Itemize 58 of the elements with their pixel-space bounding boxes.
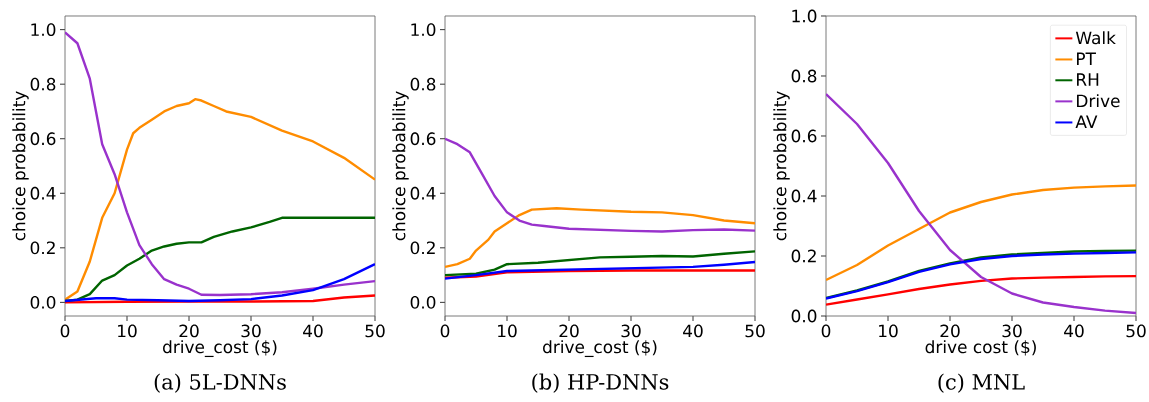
x-tick-label: 30 xyxy=(1002,324,1022,338)
y-tick-label: 0.8 xyxy=(30,77,56,91)
y-tick-label: 0.8 xyxy=(410,77,436,91)
text: (a) 5L-DNNs xyxy=(154,373,286,393)
x-tick-label: 40 xyxy=(1064,324,1084,338)
y-tick-label: 0.6 xyxy=(791,129,817,143)
x-tick-label: 0 xyxy=(440,324,450,338)
x-tick-label: 40 xyxy=(303,324,323,338)
y-tick-label: 1.0 xyxy=(792,9,817,23)
y-tick-label: 0.0 xyxy=(791,309,817,323)
y-axis-title: choice probability xyxy=(12,91,29,241)
x-tick-label: 10 xyxy=(498,324,517,338)
y-tick-label: 0.4 xyxy=(791,189,817,203)
y-axis-title: choice probability xyxy=(392,91,409,241)
x-tick-label: 20 xyxy=(559,324,579,338)
x-tick-label: 30 xyxy=(241,324,261,338)
y-tick-label: 0.4 xyxy=(410,186,436,200)
y-tick-label: 0.2 xyxy=(791,249,816,263)
y-tick-label: 1.0 xyxy=(411,23,436,37)
y-tick-label: 1.0 xyxy=(31,23,56,37)
legend-label: Walk xyxy=(1075,31,1116,45)
text: (b) HP-DNNs xyxy=(532,373,669,393)
x-axis-title: drive cost ($) xyxy=(925,340,1036,356)
x-tick-label: 0 xyxy=(60,324,70,338)
line-series xyxy=(445,207,755,269)
x-tick-label: 50 xyxy=(1126,324,1146,338)
x-tick-label: 50 xyxy=(745,324,765,338)
x-tick-label: 40 xyxy=(683,324,703,338)
legend-label: Drive xyxy=(1077,94,1120,108)
y-tick-label: 0.6 xyxy=(30,132,56,146)
legend-label: PT xyxy=(1077,52,1096,65)
y-axis-title: choice probability xyxy=(773,91,790,241)
x-tick-label: 20 xyxy=(940,324,960,338)
text: (c) MNL xyxy=(938,373,1025,393)
legend-label: AV xyxy=(1075,115,1098,128)
y-tick-label: 0.0 xyxy=(410,295,436,309)
y-tick-label: 0.2 xyxy=(30,241,55,255)
y-tick-label: 0.4 xyxy=(30,186,56,200)
x-tick-label: 50 xyxy=(365,324,385,338)
line-series xyxy=(65,262,375,303)
x-tick-label: 10 xyxy=(118,324,137,338)
x-axis-title: drive_cost ($) xyxy=(163,340,277,358)
x-tick-label: 10 xyxy=(879,324,898,338)
x-tick-label: 0 xyxy=(821,324,831,338)
y-tick-label: 0.8 xyxy=(791,69,817,83)
x-tick-label: 30 xyxy=(621,324,641,338)
y-tick-label: 0.0 xyxy=(30,295,56,309)
line-series xyxy=(65,31,375,297)
line-series xyxy=(445,137,755,233)
y-tick-label: 0.6 xyxy=(410,132,436,146)
line-series xyxy=(65,97,375,301)
x-axis-title: drive_cost ($) xyxy=(543,340,657,358)
x-tick-label: 20 xyxy=(179,324,199,338)
line-series xyxy=(65,294,375,304)
line-series xyxy=(826,92,1137,315)
y-tick-label: 0.2 xyxy=(410,241,435,255)
legend-label: RH xyxy=(1077,73,1099,86)
line-series xyxy=(826,274,1137,306)
